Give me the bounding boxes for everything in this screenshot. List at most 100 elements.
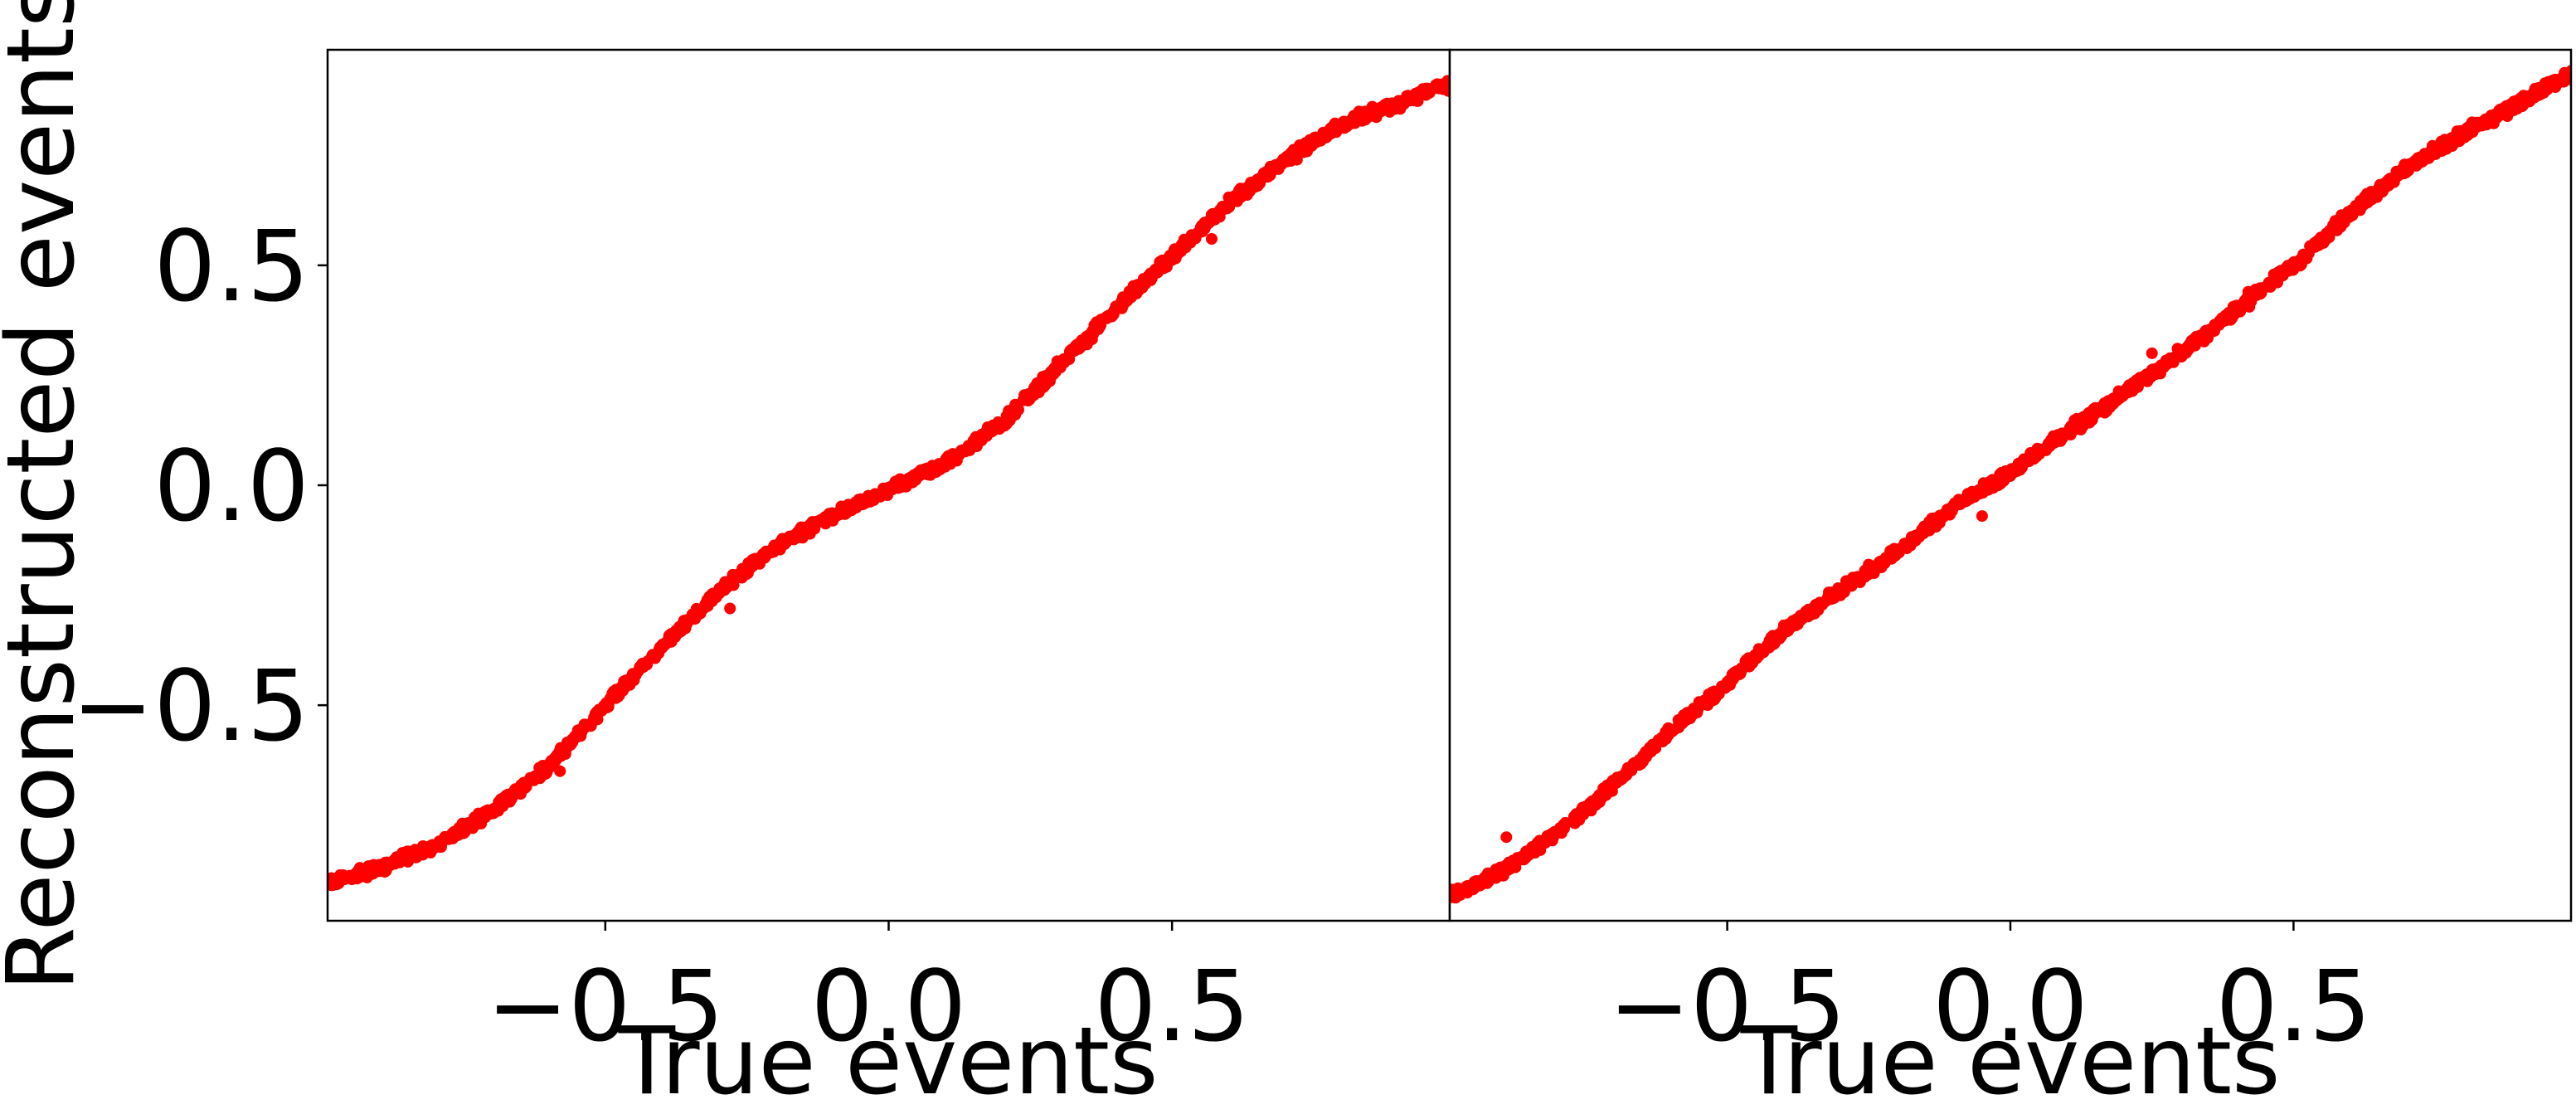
scatter-dot [1102,310,1115,323]
scatter-dot [1900,538,1913,551]
scatter-dot [584,718,596,731]
scatter-dot [2527,90,2540,102]
left-x-axis-title: True events [618,1008,1159,1116]
scatter-dot [2173,346,2185,358]
scatter-dot [1984,482,1996,494]
scatter-dot [1445,85,1450,98]
scatter-dot [834,508,846,520]
scatter-dot [823,508,835,520]
scatter-dot [2311,235,2324,247]
scatter-dot [1813,597,1825,610]
scatter-dot [2118,385,2131,397]
scatter-dot [1575,804,1587,816]
scatter-dot [691,609,703,621]
scatter-dot [1927,520,1940,533]
scatter-dot [642,654,654,667]
left-y-axis-title: Reconstructed events [0,0,95,991]
scatter-dot [926,466,939,479]
right-x-ticks: −0.5 0.0 0.5 [1608,921,2371,1063]
scatter-dot [1621,761,1634,774]
scatter-dot [1315,134,1327,147]
scatter-dot [1661,725,1674,737]
scatter-dot [1875,556,1888,568]
scatter-dot [622,674,634,686]
scatter-dot [2098,406,2111,419]
scatter-dot [444,832,456,844]
scatter-dot [464,821,477,834]
scatter-dot [2225,309,2237,322]
scatter-dot [520,781,532,793]
scatter-dot [915,464,927,476]
scatter-dot [2388,172,2400,184]
scatter-dot [1828,592,1840,604]
scatter-dot [2566,65,2571,76]
scatter-dot [2254,282,2267,294]
scatter-dot [791,526,804,538]
scatter-dot [1711,687,1723,699]
scatter-dot [1224,193,1237,206]
scatter-dot [1866,560,1879,572]
scatter-dot [1120,295,1132,308]
scatter-dot [2515,92,2527,105]
scatter-dot [2457,128,2469,140]
scatter-outlier-3 [2242,285,2254,298]
scatter-dot [2446,132,2457,144]
scatter-dot [1419,87,1431,100]
scatter-dot [2342,206,2355,218]
left-x-ticks: −0.5 0.0 0.5 [487,921,1250,1063]
scatter-dot [1089,325,1101,338]
scatter-dot [1495,864,1506,877]
scatter-dot [1208,213,1221,226]
scatter-dot [2378,179,2390,192]
scatter-dot [2004,470,2016,482]
scatter-dot [2145,371,2157,383]
scatter-dot [1585,800,1597,812]
scatter-dot [2560,72,2571,85]
scatter-dot [2204,326,2216,338]
scatter-dot [1724,675,1737,688]
scatter-dot [2214,314,2226,327]
scatter-dot [1596,791,1608,804]
scatter-dot [1632,757,1645,770]
scatter-dot [352,868,365,880]
scatter-dot [1752,650,1764,662]
scatter-dot [630,667,643,679]
scatter-dot [328,875,334,888]
scatter-dot [1961,488,1974,500]
scatter-dot [1330,124,1343,137]
scatter-dot [2129,381,2141,393]
scatter-dot [421,842,434,854]
scatter-dot [2486,111,2498,124]
scatter-dot [675,625,688,637]
scatter-dot [1067,345,1080,358]
scatter-dot [2167,355,2180,367]
scatter-dot [1300,141,1312,153]
scatter-dot [1246,176,1258,188]
scatter-dot [2324,226,2336,238]
x-tick-label: 0.0 [811,949,967,1063]
scatter-dot [1404,95,1417,107]
left-scatter-panel: −0.5 0.0 0.5 −0.5 0.0 0.5 True events Recons… [0,0,1451,1116]
scatter-dot [1702,697,1714,709]
scatter-dot [1916,523,1928,536]
left-scatter-points [328,75,1450,892]
scatter-dot [1742,658,1754,670]
scatter-dot [2544,78,2557,90]
scatter-dot [1221,202,1233,214]
scatter-dot [657,638,669,650]
scatter-dot [2157,361,2170,373]
scatter-dot [2355,196,2367,208]
scatter-outlier-2 [1081,338,1093,351]
scatter-dot [1264,160,1276,173]
x-tick-label: 0.0 [1932,949,2088,1063]
scatter-dot [980,430,993,442]
scatter-dot [2329,215,2341,227]
y-tick-label: 0.0 [153,429,309,543]
scatter-dot [1768,637,1781,650]
scatter-dot [886,484,898,496]
scatter-dot [950,455,963,467]
scatter-dot [1057,357,1069,369]
scatter-dot [2041,440,2054,452]
scatter-dot [543,758,556,770]
